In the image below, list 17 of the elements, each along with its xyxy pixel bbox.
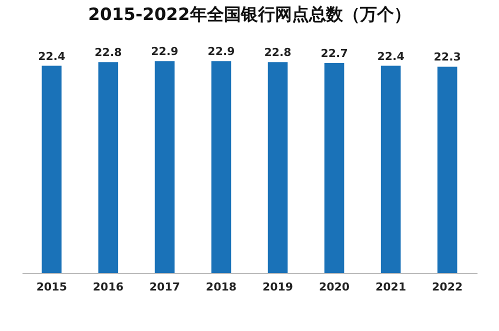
- data-label: 22.4: [377, 50, 405, 63]
- x-tick-label: 2016: [92, 280, 124, 294]
- x-tick-label: 2019: [262, 280, 294, 294]
- x-tick-label: 2015: [36, 280, 67, 294]
- data-label: 22.8: [264, 46, 292, 60]
- data-label: 22.8: [94, 46, 122, 60]
- data-label: 22.9: [151, 45, 178, 58]
- x-tick-label: 2018: [206, 280, 237, 294]
- x-tick-label: 2021: [375, 280, 406, 294]
- data-label: 22.3: [434, 50, 461, 64]
- chart-title: 2015-2022年全国银行网点总数（万个）: [88, 5, 411, 26]
- x-tick-label: 2022: [432, 280, 463, 294]
- data-label: 22.9: [208, 45, 235, 58]
- x-tick-label: 2017: [149, 280, 180, 294]
- data-label: 22.7: [320, 47, 348, 60]
- data-label: 22.4: [38, 50, 66, 63]
- x-tick-label: 2020: [318, 280, 350, 294]
